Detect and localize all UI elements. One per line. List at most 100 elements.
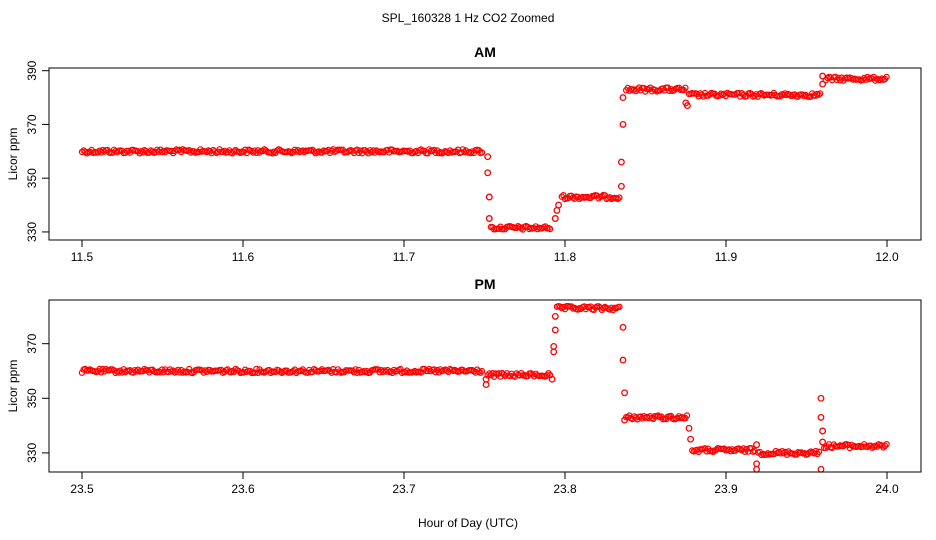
data-point — [598, 193, 606, 200]
x-tick-label: 23.8 — [553, 482, 577, 496]
transition-point — [817, 465, 825, 473]
data-point — [256, 149, 263, 156]
transition-point — [551, 215, 559, 222]
data-point — [232, 146, 239, 154]
pm-y-axis: 330 350 370 — [25, 333, 49, 463]
transition-point — [619, 94, 627, 102]
x-tick-label: 11.8 — [554, 250, 577, 264]
x-tick-label: 23.6 — [231, 482, 255, 496]
data-point — [185, 365, 193, 373]
figure-title: SPL_160328 1 Hz CO2 Zoomed — [382, 11, 555, 25]
y-tick-label: 370 — [25, 114, 39, 134]
transition-point — [550, 348, 558, 356]
transition-point — [621, 416, 629, 424]
x-tick-label: 11.7 — [393, 250, 416, 264]
data-point — [97, 369, 105, 376]
data-point — [546, 225, 554, 233]
transition-point — [484, 169, 492, 177]
transition-point — [555, 201, 563, 209]
am-series-segment — [822, 73, 890, 84]
x-tick-label: 11.9 — [715, 250, 738, 264]
data-point — [251, 369, 258, 376]
x-tick-label: 11.5 — [71, 250, 94, 264]
pm-series-segment — [484, 369, 554, 380]
transition-point — [621, 389, 629, 397]
data-point — [664, 84, 672, 91]
data-point — [96, 365, 103, 373]
am-panel-title: AM — [474, 44, 496, 60]
pm-y-axis-label: Licor ppm — [6, 360, 20, 413]
data-point — [859, 76, 866, 84]
data-point — [478, 367, 486, 375]
x-tick-label: 23.7 — [392, 482, 416, 496]
y-tick-label: 330 — [25, 443, 39, 463]
transition-point — [819, 80, 827, 88]
data-point — [227, 369, 234, 376]
pm-x-axis: 23.5 23.6 23.7 23.8 23.9 24.0 — [70, 471, 899, 496]
transition-point — [817, 394, 825, 402]
x-tick-label: 23.9 — [714, 482, 738, 496]
data-point — [574, 306, 582, 313]
transition-point — [685, 424, 693, 432]
transition-point — [485, 193, 493, 201]
pm-series-segment — [623, 412, 691, 423]
data-point — [655, 412, 662, 419]
data-point — [587, 194, 594, 202]
data-point — [486, 370, 493, 377]
data-point — [477, 369, 484, 376]
data-point — [883, 73, 890, 81]
data-point — [740, 445, 747, 452]
transition-point — [817, 413, 825, 421]
pm-panel: PM 23.5 23.6 23.7 23.8 23.9 24.0 330 350 370 Li… — [6, 276, 922, 496]
am-series-segment — [623, 84, 689, 95]
transition-point — [548, 375, 556, 383]
pm-plot-frame — [48, 299, 922, 473]
data-point — [881, 442, 889, 450]
y-tick-label: 390 — [25, 60, 39, 80]
transition-point — [617, 182, 625, 190]
transition-point — [753, 465, 761, 473]
transition-point — [617, 158, 625, 166]
pm-series-segment — [78, 365, 486, 377]
data-point — [478, 149, 486, 156]
transition-point — [551, 326, 559, 334]
pm-series-segment — [821, 441, 890, 452]
data-point — [166, 366, 174, 373]
transition-point — [550, 342, 558, 350]
data-point — [83, 150, 91, 157]
pm-plot-area — [78, 303, 890, 473]
data-point — [817, 90, 824, 97]
data-point — [418, 146, 425, 153]
transition-point — [819, 427, 827, 435]
transition-point — [484, 153, 492, 161]
data-point — [883, 441, 890, 448]
data-point — [880, 444, 887, 451]
transition-point — [687, 435, 695, 443]
transition-point — [819, 438, 827, 446]
x-tick-label: 24.0 — [875, 482, 899, 496]
x-tick-label: 12.0 — [875, 250, 899, 264]
x-tick-label: 23.5 — [70, 482, 94, 496]
data-point — [354, 146, 361, 153]
y-tick-label: 370 — [25, 333, 39, 353]
y-tick-label: 350 — [25, 168, 39, 188]
data-point — [253, 365, 260, 373]
transition-point — [619, 120, 627, 128]
pm-series-segment — [553, 303, 623, 314]
data-point — [815, 448, 823, 455]
data-point — [384, 366, 391, 374]
data-point — [870, 73, 878, 81]
data-point — [115, 369, 123, 376]
data-point — [614, 195, 622, 203]
am-series-segment — [487, 222, 554, 233]
transition-point — [753, 460, 761, 468]
am-y-axis-label: Licor ppm — [6, 128, 20, 181]
transition-point — [619, 323, 627, 331]
data-point — [738, 89, 746, 97]
am-panel: AM 11.5 11.6 11.7 11.8 11.9 12.0 330 350 370 390… — [6, 44, 922, 264]
data-point — [557, 303, 564, 310]
data-point — [683, 412, 691, 419]
transition-point — [485, 215, 493, 222]
data-point — [616, 303, 623, 310]
